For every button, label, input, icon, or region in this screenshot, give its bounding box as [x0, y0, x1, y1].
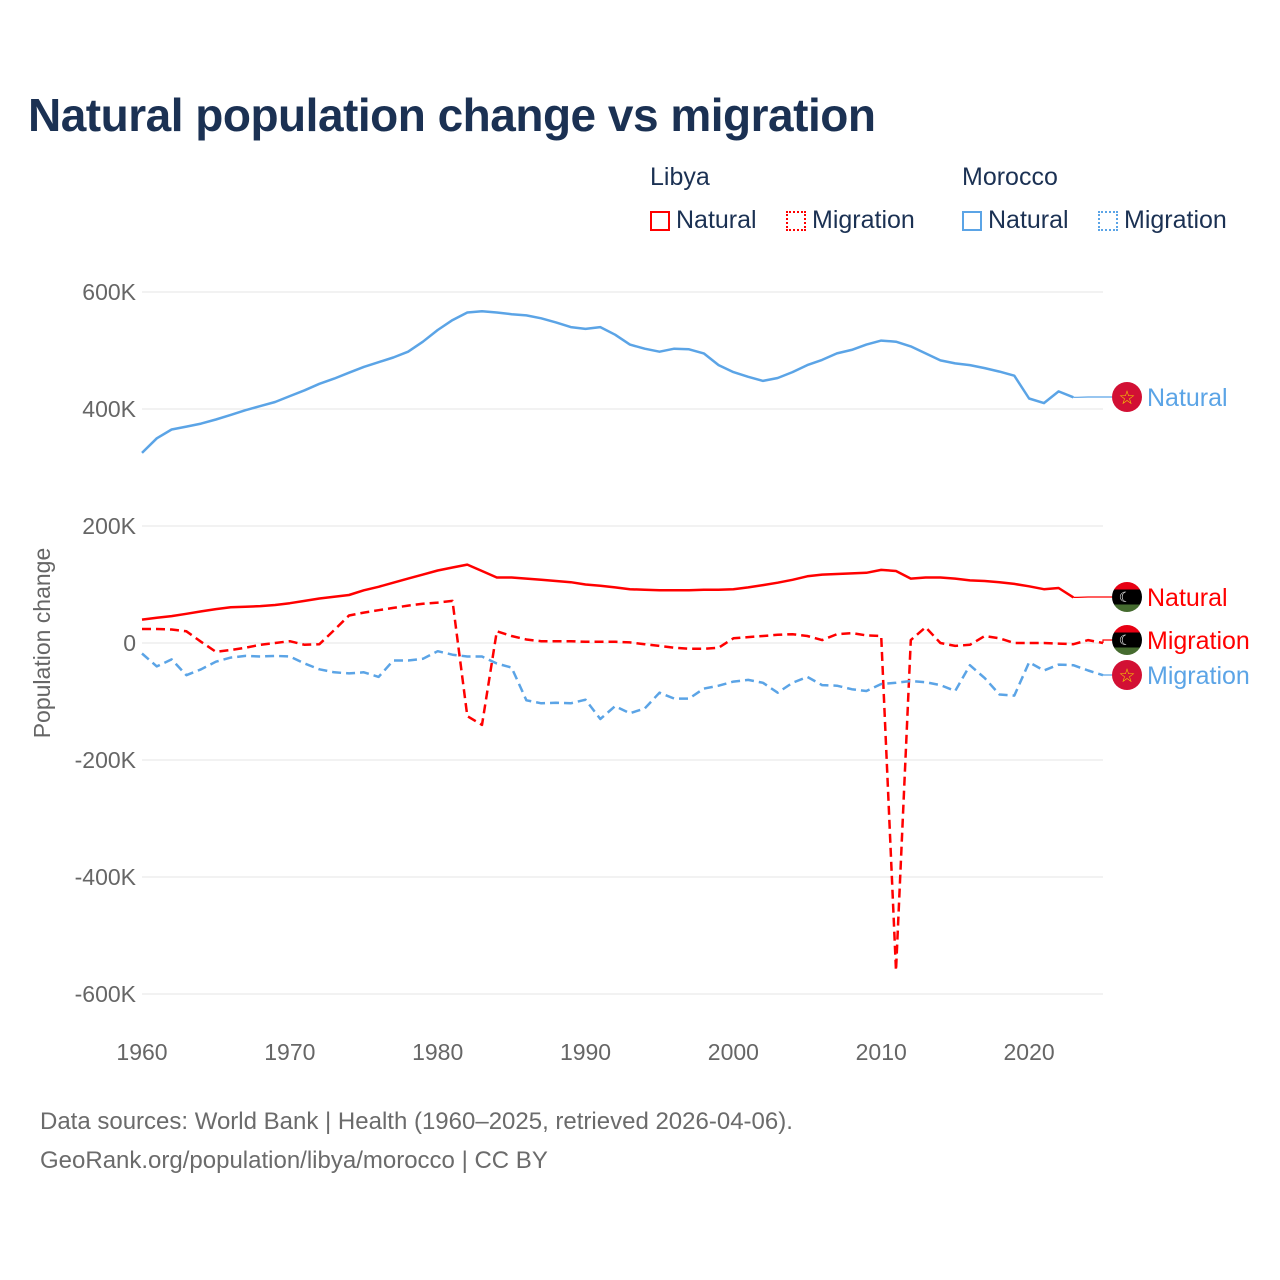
flag-stripe: [1112, 625, 1142, 633]
series-line-morocco-migration: [141, 649, 1104, 721]
y-tick-label: -200K: [75, 747, 137, 773]
legend-libya-natural[interactable]: Natural: [650, 206, 757, 235]
y-tick-label: -600K: [75, 981, 137, 1007]
x-tick-label: 1970: [264, 1039, 315, 1065]
legend-swatch-dotted: [1098, 210, 1118, 231]
x-tick-label: 1960: [116, 1039, 167, 1065]
morocco-flag-icon: [1112, 382, 1142, 412]
legend-label: Natural: [676, 206, 757, 234]
x-tick-label: 2000: [708, 1039, 759, 1065]
legend-group-morocco: Morocco: [962, 163, 1058, 191]
legend-morocco-migration[interactable]: Migration: [1098, 206, 1227, 235]
end-label: Natural: [1147, 384, 1228, 412]
flag-stripe: [1112, 647, 1142, 655]
y-tick-label: 400K: [82, 396, 136, 422]
flag-stripe: [1112, 632, 1142, 648]
x-tick-label: 2010: [856, 1039, 907, 1065]
flag-stripe: [1112, 589, 1142, 605]
legend-swatch-solid: [650, 210, 670, 231]
legend-libya-migration[interactable]: Migration: [786, 206, 915, 235]
x-tick-label: 2020: [1003, 1039, 1054, 1065]
flag-stripe: [1112, 604, 1142, 612]
end-label: Natural: [1147, 584, 1228, 612]
legend-label: Migration: [1124, 206, 1227, 234]
star-icon: ☆: [1118, 388, 1135, 409]
y-tick-label: 600K: [82, 279, 136, 305]
flag-stripe: [1112, 582, 1142, 590]
series-line-libya-migration: [142, 599, 1104, 972]
end-label: Migration: [1147, 627, 1250, 655]
footer-link[interactable]: GeoRank.org/population/libya/morocco | C…: [40, 1147, 548, 1174]
series-line-libya-natural: [141, 563, 1075, 621]
y-tick-label: -400K: [75, 864, 137, 890]
y-tick-label: 200K: [82, 513, 136, 539]
x-tick-label: 1980: [412, 1039, 463, 1065]
legend-swatch-dotted: [786, 210, 806, 231]
label-connector: [1102, 639, 1112, 643]
legend-group-libya: Libya: [650, 163, 710, 191]
series-line-morocco-natural: [141, 310, 1074, 454]
legend-label: Migration: [812, 206, 915, 234]
y-axis-label: Population change: [29, 548, 55, 739]
end-label: Migration: [1147, 662, 1250, 690]
crescent-icon: ☾: [1119, 589, 1132, 605]
x-tick-label: 1990: [560, 1039, 611, 1065]
crescent-icon: ☾: [1119, 632, 1132, 648]
legend-swatch-solid: [962, 210, 982, 231]
morocco-flag-icon: [1112, 660, 1142, 690]
footer-sources: Data sources: World Bank | Health (1960–…: [40, 1108, 793, 1135]
legend-morocco-natural[interactable]: Natural: [962, 206, 1069, 235]
y-tick-label: 0: [123, 630, 136, 656]
chart-title: Natural population change vs migration: [28, 89, 876, 141]
legend-label: Natural: [988, 206, 1069, 234]
star-icon: ☆: [1118, 666, 1135, 687]
